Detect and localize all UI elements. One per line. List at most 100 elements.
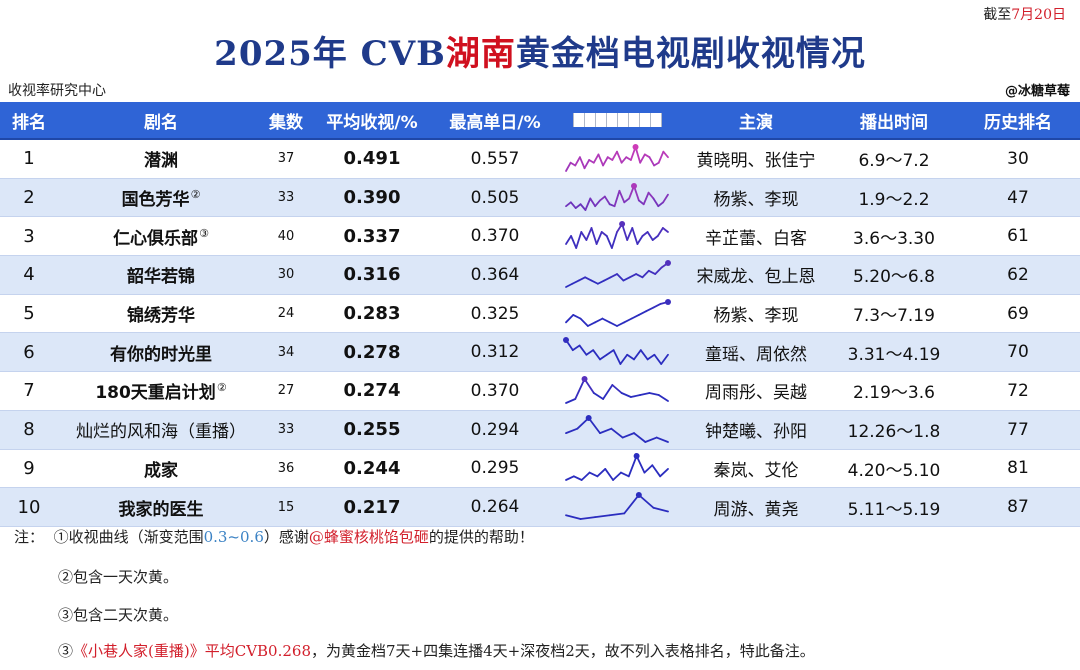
cell-avg-rating: 0.491 [308, 139, 436, 179]
note-1-user: @蜂蜜核桃馅包砸 [308, 528, 429, 546]
sparkline-segment [635, 455, 646, 474]
note-1-range: 0.3~0.6 [203, 528, 264, 546]
cell-curve [554, 139, 680, 179]
table-row: 10 我家的医生 15 0.217 0.264 周游、黄尧 5.11～5.19 87 [0, 487, 1080, 527]
sparkline-segment [612, 349, 622, 366]
cell-curve [554, 410, 680, 450]
sparkline-segment [584, 276, 593, 282]
cell-rank: 9 [0, 449, 58, 489]
cell-curve [554, 178, 680, 218]
note-4-red: 《小巷人家(重播)》平均CVB0.268 [73, 642, 311, 660]
sparkline-segment [583, 158, 591, 169]
rating-sparkline [565, 143, 669, 172]
sparkline-segment [595, 231, 603, 246]
sparkline-peak-point [635, 492, 642, 499]
cell-name: 仁心俱乐部③ [58, 216, 264, 257]
sparkline-segment [603, 276, 612, 282]
sparkline-segment [571, 344, 581, 352]
rating-sparkline [565, 414, 669, 443]
table-row: 2 国色芳华② 33 0.390 0.505 杨紫、李现 1.9～2.2 47 [0, 178, 1080, 218]
cell-peak-rating: 0.370 [436, 216, 554, 257]
sparkline-segment [662, 193, 669, 203]
cell-rank: 2 [0, 178, 58, 218]
cell-episodes: 24 [264, 294, 308, 334]
sparkline-segment [586, 321, 597, 327]
table-body: 1 潜渊 37 0.491 0.557 黄晓明、张佳宁 6.9～7.2 30 2 国色芳华② 33 0… [0, 139, 1080, 527]
sparkline-segment [652, 506, 669, 513]
sparkline-segment [662, 150, 669, 158]
sparkline-segment [637, 494, 655, 509]
name-footnote-mark: ③ [199, 226, 209, 240]
sparkline-segment [645, 306, 655, 312]
cell-rank: 7 [0, 371, 58, 411]
cell-history-rank: 30 [956, 139, 1080, 179]
cell-peak-rating: 0.264 [436, 487, 554, 527]
sparkline-segment [611, 384, 623, 394]
sparkline-segment [572, 475, 583, 482]
sparkline-segment [621, 431, 635, 439]
title-highlight: 湖南 [445, 34, 516, 74]
cell-peak-rating: 0.312 [436, 332, 554, 373]
cell-airdate: 3.6～3.30 [832, 216, 956, 257]
cell-cast: 钟楚曦、孙阳 [680, 410, 832, 450]
sparkline-segment [589, 197, 597, 207]
note-4-marker: ③ [58, 642, 74, 660]
sparkline-segment [652, 302, 662, 309]
header-peak: 最高单日/% [436, 102, 554, 140]
sparkline-segment [659, 468, 669, 478]
sparkline-segment [578, 344, 588, 356]
note-3: ③包含二天次黄。 [58, 606, 179, 624]
sparkline-segment [630, 313, 640, 320]
sparkline-segment [579, 202, 587, 211]
sparkline-segment [623, 197, 631, 203]
sparkline-segment [565, 313, 575, 323]
sparkline-segment [651, 464, 662, 478]
cell-airdate: 6.9～7.2 [832, 139, 956, 179]
sparkline-segment [590, 227, 598, 246]
rating-sparkline [565, 298, 671, 327]
drama-name: 成家 [144, 460, 178, 481]
drama-name: 有你的时光里 [110, 344, 212, 365]
table-row: 6 有你的时光里 34 0.278 0.312 童瑶、周依然 3.31～4.19 70 [0, 332, 1080, 373]
note-1: 注： ①收视曲线（渐变范围0.3~0.6）感谢@蜂蜜核桃馅包砸的提供的帮助！ [14, 526, 534, 547]
cell-avg-rating: 0.337 [308, 216, 436, 257]
title-part1: 2025年 CVB [214, 34, 446, 74]
cell-episodes: 27 [264, 371, 308, 411]
cell-airdate: 5.11～5.19 [832, 487, 956, 527]
sparkline-segment [565, 235, 573, 246]
sparkline-segment [577, 276, 587, 282]
rating-sparkline [565, 221, 669, 250]
cell-avg-rating: 0.255 [308, 410, 436, 450]
cell-curve [554, 255, 680, 295]
sparkline-segment [620, 156, 628, 164]
sparkline-segment [579, 156, 586, 169]
sparkline-peak-point [633, 453, 640, 460]
sparkline-segment [631, 227, 639, 246]
cell-airdate: 2.19～3.6 [832, 371, 956, 411]
sparkline-segment [653, 354, 663, 366]
cell-rank: 3 [0, 216, 58, 257]
sparkline-peak-point [585, 414, 592, 421]
cell-cast: 杨紫、李现 [680, 178, 832, 218]
sparkline-segment [646, 354, 656, 361]
cell-avg-rating: 0.283 [308, 294, 436, 334]
sparkline-segment [601, 317, 611, 323]
table-row: 3 仁心俱乐部③ 40 0.337 0.370 辛芷蕾、白客 3.6～3.30 61 [0, 216, 1080, 257]
sparkline-segment [636, 235, 644, 246]
cell-cast: 宋威龙、包上恩 [680, 255, 832, 295]
sparkline-segment [599, 427, 613, 434]
cell-episodes: 36 [264, 449, 308, 489]
sparkline-segment [569, 200, 577, 209]
cell-peak-rating: 0.295 [436, 449, 554, 489]
sparkline-segment [620, 392, 632, 398]
table-row: 8 灿烂的风和海（重播） 33 0.255 0.294 钟楚曦、孙阳 12.26～1.8 77 [0, 410, 1080, 450]
sparkline-segment [637, 199, 645, 205]
cell-history-rank: 69 [956, 294, 1080, 334]
sparkline-segment [596, 279, 606, 285]
sparkline-segment [656, 227, 664, 238]
cell-curve [554, 294, 680, 334]
rating-sparkline [563, 337, 669, 366]
cell-curve [554, 332, 680, 373]
cell-name: 韶华若锦 [58, 255, 264, 295]
sparkline-segment [637, 309, 648, 316]
